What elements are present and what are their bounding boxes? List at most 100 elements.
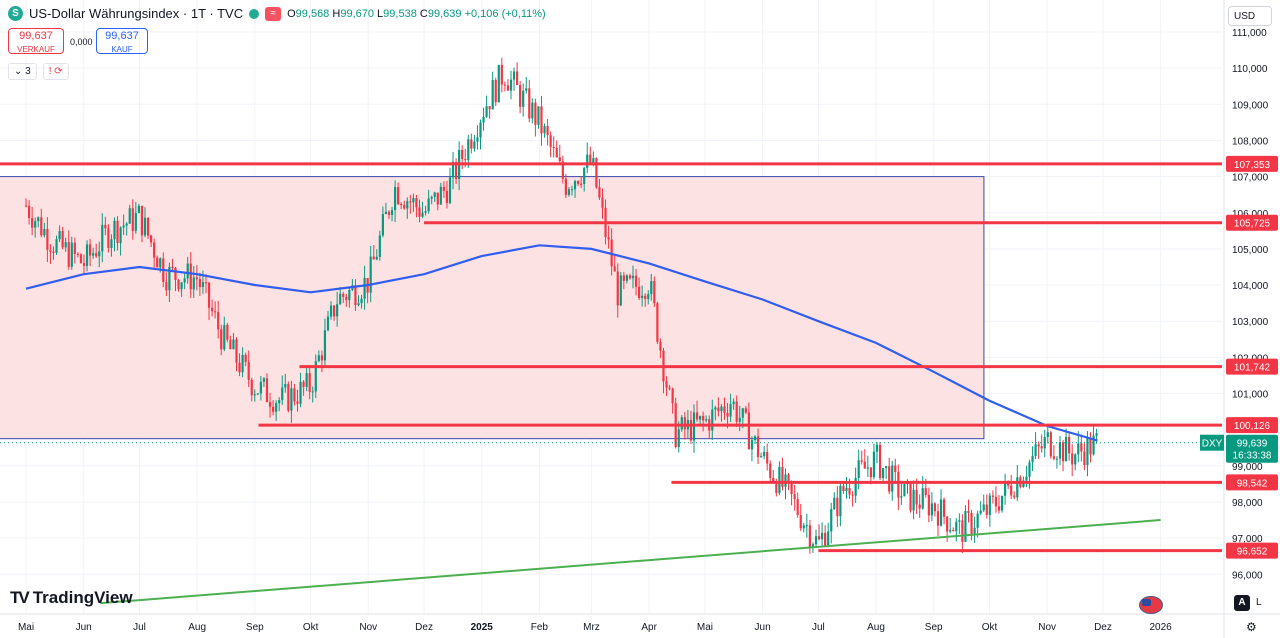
candle-body — [82, 263, 86, 266]
candle-body — [552, 146, 555, 148]
level-price-label: 96,652 — [1237, 547, 1268, 558]
candle-body — [900, 496, 903, 498]
symbol-title[interactable]: US-Dollar Währungsindex · 1T · TVC — [29, 6, 244, 21]
candle-body — [970, 512, 973, 534]
candle-body — [290, 388, 293, 411]
candle-body — [778, 466, 781, 494]
y-tick-label: 104,000 — [1232, 281, 1269, 292]
candle-body — [357, 303, 360, 306]
candle-body — [787, 474, 790, 482]
candle-body — [561, 161, 564, 179]
candle-body — [305, 373, 308, 387]
candle-body — [698, 415, 702, 420]
candle-body — [265, 378, 269, 403]
candle-body — [159, 258, 162, 268]
trendline — [100, 519, 1161, 605]
close-label: C — [419, 7, 428, 20]
candle-body — [519, 85, 522, 107]
candle-body — [915, 489, 918, 505]
candle-body — [717, 407, 720, 412]
candle-body — [631, 275, 635, 279]
candle-body — [442, 186, 445, 191]
level-price-tag — [1226, 417, 1278, 434]
candle-body — [247, 361, 250, 380]
candle-body — [1016, 477, 1019, 498]
candle-body — [979, 510, 982, 514]
x-tick-label: 2025 — [471, 622, 494, 633]
candle-body — [156, 257, 159, 268]
candle-body — [278, 400, 281, 404]
candle-body — [921, 488, 924, 509]
candle-body — [933, 503, 937, 512]
zone-rectangle — [0, 176, 985, 440]
candle-body — [671, 388, 674, 404]
candle-body — [308, 373, 311, 393]
candle-body — [232, 339, 235, 350]
candle-body — [1034, 444, 1037, 456]
candle-body — [271, 406, 275, 412]
indicator-toggle-button[interactable]: ⌄ 3 — [8, 63, 37, 80]
tradingview-logo[interactable]: TV TradingView — [10, 588, 133, 608]
candle-body — [470, 139, 473, 149]
candle-body — [98, 251, 101, 257]
sell-button[interactable]: 99,637 VERKAUF — [8, 28, 64, 54]
y-tick-label: 110,000 — [1232, 64, 1268, 75]
candle-body — [506, 85, 510, 91]
tradingview-logo-icon: TV — [10, 588, 30, 607]
gear-icon[interactable]: ⚙ — [1246, 620, 1257, 634]
candle-body — [811, 544, 815, 547]
candle-body — [1077, 443, 1080, 455]
candle-body — [869, 467, 872, 478]
countdown-label: 16:33:38 — [1233, 451, 1272, 462]
candle-body — [622, 275, 625, 281]
candle-body — [226, 324, 229, 340]
x-tick-label: Sep — [925, 622, 943, 633]
candle-body — [567, 189, 571, 195]
x-tick-label: Feb — [531, 622, 549, 633]
x-tick-label: Okt — [982, 622, 998, 633]
low-label: L — [377, 7, 384, 20]
candle-body — [918, 504, 921, 509]
candle-body — [781, 466, 784, 487]
candle-body — [863, 461, 866, 469]
log-scale-button[interactable]: L — [1256, 597, 1262, 608]
candle-body — [390, 210, 394, 215]
candle-body — [665, 381, 668, 388]
candle-body — [854, 477, 857, 496]
candle-body — [287, 384, 290, 411]
buy-button[interactable]: 99,637 KAUF — [96, 28, 148, 54]
alert-button[interactable]: ! ⟳ — [42, 63, 69, 80]
y-tick-label: 97,000 — [1232, 534, 1263, 545]
candle-body — [949, 529, 952, 532]
candle-body — [522, 90, 525, 107]
candle-body — [259, 381, 262, 394]
candle-body — [61, 231, 64, 248]
candle-body — [961, 520, 964, 542]
candle-body — [207, 282, 211, 308]
buy-label: KAUF — [111, 45, 133, 54]
x-tick-label: Jul — [133, 622, 146, 633]
y-tick-label: 101,000 — [1232, 390, 1269, 401]
candle-body — [189, 263, 192, 290]
spread-value: 0,000 — [70, 37, 93, 47]
currency-selector[interactable]: USD — [1228, 6, 1272, 26]
candle-body — [894, 465, 897, 472]
candle-body — [281, 387, 284, 401]
candle-body — [946, 516, 949, 532]
candle-body — [198, 279, 201, 288]
candle-body — [235, 339, 238, 363]
candle-body — [628, 275, 632, 279]
candle-body — [217, 312, 220, 330]
candle-body — [348, 290, 351, 301]
candle-body — [952, 529, 955, 532]
candle-body — [336, 304, 339, 317]
level-price-label: 101,742 — [1234, 363, 1271, 374]
candle-body — [1074, 454, 1077, 465]
candle-body — [375, 256, 378, 260]
us-flag-icon[interactable] — [1139, 596, 1163, 614]
candle-body — [683, 417, 686, 430]
candle-body — [695, 412, 699, 420]
auto-scale-button[interactable]: A — [1234, 595, 1250, 611]
candle-body — [772, 477, 775, 482]
